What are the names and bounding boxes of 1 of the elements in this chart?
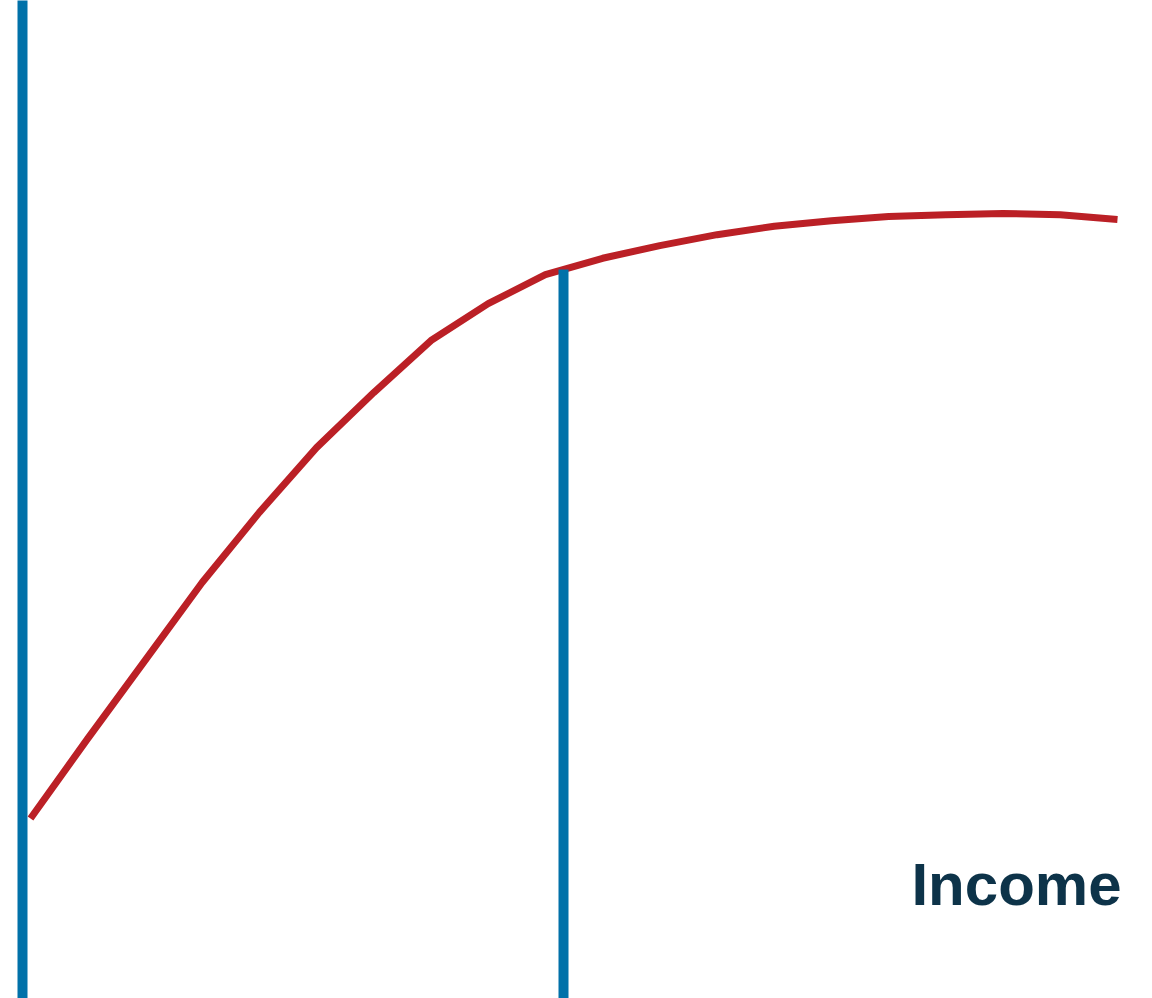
x-axis-title: Income	[911, 851, 1122, 918]
